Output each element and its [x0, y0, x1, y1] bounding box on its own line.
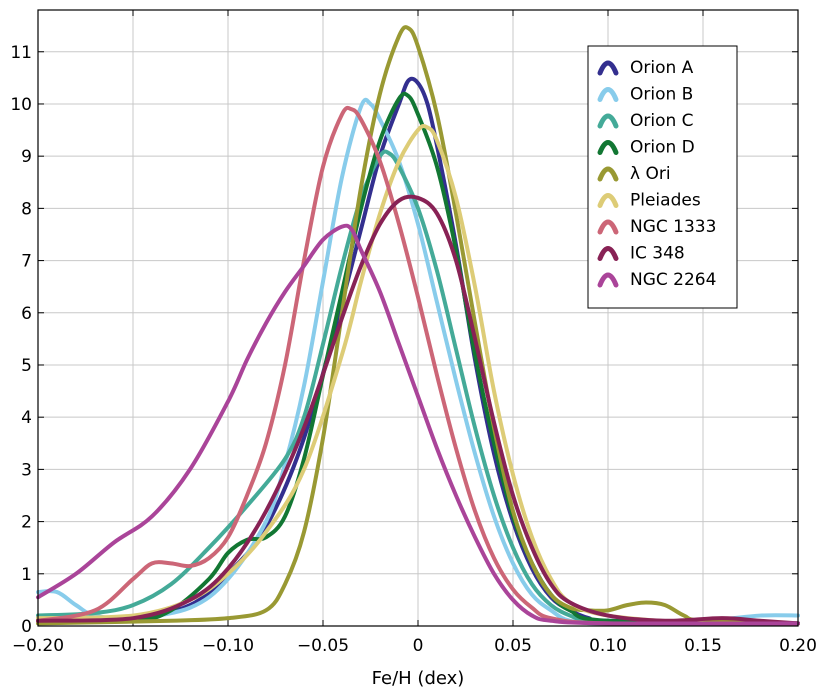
- legend-swatch: [597, 272, 619, 288]
- y-tick-label: 0: [21, 617, 32, 637]
- series-line-ic-348: [36, 194, 800, 626]
- y-tick-label: 11: [10, 43, 32, 63]
- y-tick-label: 7: [21, 252, 32, 272]
- legend-swatch: [597, 219, 619, 235]
- legend-label: NGC 2264: [630, 270, 716, 290]
- legend-label: Orion B: [630, 85, 693, 105]
- legend-label: Orion A: [630, 58, 694, 78]
- y-axis-ticks: 0 1 2 3 4 5 6 7 8 9 10 11: [10, 43, 798, 637]
- legend-swatch: [597, 166, 619, 182]
- y-tick-label: 2: [21, 513, 32, 533]
- x-tick-label: 0: [413, 636, 424, 656]
- series-line-ngc-2264: [36, 223, 800, 626]
- x-tick-label: 0.05: [494, 636, 532, 656]
- legend-label: IC 348: [630, 244, 685, 264]
- legend-swatch: [597, 193, 619, 208]
- plot-frame: [37, 9, 799, 627]
- y-tick-label: 4: [21, 408, 32, 428]
- y-tick-label: 10: [10, 95, 32, 115]
- legend-label: λ Ori: [630, 164, 671, 184]
- x-axis-title: Fe/H (dex): [372, 668, 465, 689]
- legend-label: Orion D: [630, 138, 695, 158]
- x-tick-label: −0.15: [107, 636, 159, 656]
- legend-swatch: [597, 113, 619, 129]
- y-tick-label: 3: [21, 460, 32, 480]
- y-tick-label: 5: [21, 356, 32, 376]
- x-tick-label: −0.05: [297, 636, 349, 656]
- series-line-orion-b: [36, 97, 800, 626]
- legend-swatch: [597, 140, 619, 155]
- x-tick-label: 0.15: [684, 636, 722, 656]
- legend-label: Pleiades: [630, 191, 701, 211]
- legend-swatch: [597, 87, 619, 102]
- legend-label: NGC 1333: [630, 217, 716, 237]
- x-tick-label: 0.10: [589, 636, 627, 656]
- x-tick-label: −0.20: [12, 636, 64, 656]
- x-tick-label: 0.20: [779, 636, 817, 656]
- y-tick-label: 1: [21, 565, 32, 585]
- series-lines: [36, 25, 800, 626]
- legend-swatch: [597, 246, 619, 261]
- legend-swatch: [597, 60, 619, 76]
- legend: Orion A Orion B Orion C Orion D λ Ori Pleiade…: [587, 45, 738, 309]
- legend-label: Orion C: [630, 111, 694, 131]
- y-tick-label: 8: [21, 199, 32, 219]
- series-line-ngc-1333: [36, 105, 800, 626]
- y-tick-label: 9: [21, 147, 32, 167]
- x-tick-label: −0.10: [202, 636, 254, 656]
- y-tick-label: 6: [21, 304, 32, 324]
